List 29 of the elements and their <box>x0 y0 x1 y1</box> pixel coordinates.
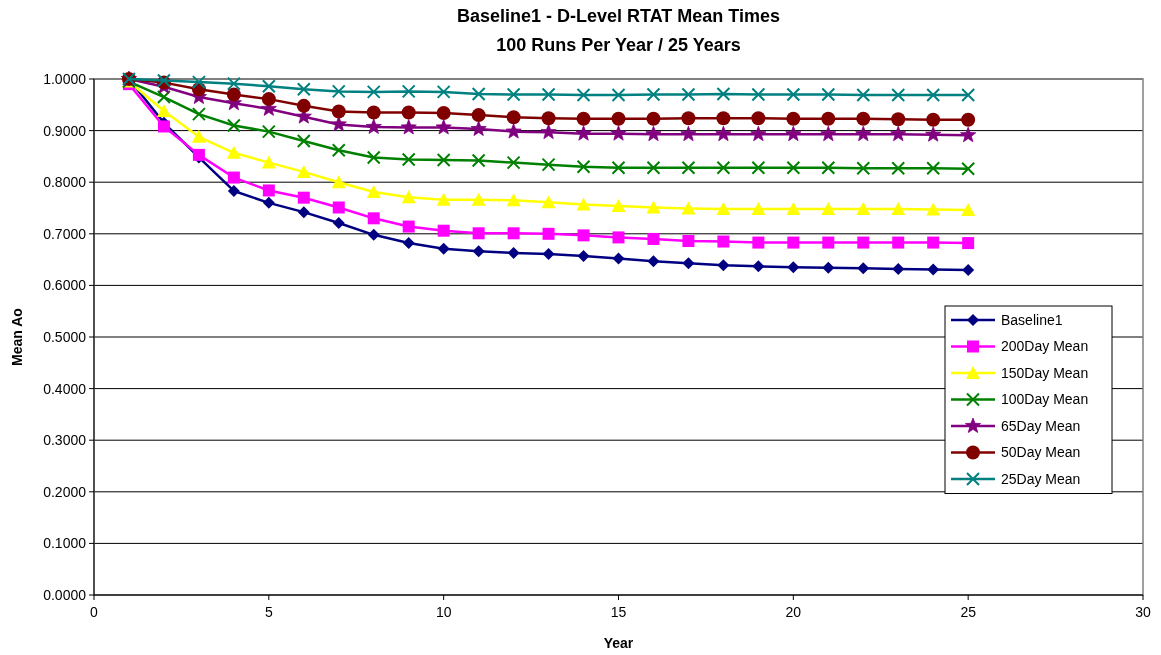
chart-title: Baseline1 - D-Level RTAT Mean Times <box>456 6 781 26</box>
legend-label: 100Day Mean <box>1001 391 1089 408</box>
x-tick-label: 0 <box>90 604 99 620</box>
legend-label: 50Day Mean <box>1001 444 1081 461</box>
y-tick-label: 0.5000 <box>43 328 87 345</box>
x-tick-label: 20 <box>785 604 802 620</box>
legend-label: 200Day Mean <box>1001 338 1089 355</box>
y-tick-label: 0.8000 <box>43 174 87 191</box>
y-tick-label: 0.0000 <box>43 586 87 603</box>
legend-label: 25Day Mean <box>1001 470 1081 487</box>
y-tick-label: 0.9000 <box>43 122 87 139</box>
legend-label: 150Day Mean <box>1001 364 1089 381</box>
y-tick-label: 0.1000 <box>43 535 87 552</box>
x-axis-title: Year <box>603 635 634 651</box>
y-tick-label: 0.3000 <box>43 432 87 449</box>
chart-subtitle: 100 Runs Per Year / 25 Years <box>496 35 741 55</box>
y-tick-label: 0.7000 <box>43 225 87 242</box>
x-tick-label: 5 <box>264 604 273 620</box>
x-tick-label: 25 <box>960 604 977 620</box>
x-tick-label: 30 <box>1135 604 1151 620</box>
y-tick-label: 0.6000 <box>43 277 87 294</box>
y-tick-label: 0.4000 <box>43 380 87 397</box>
y-axis-title: Mean Ao <box>9 308 25 366</box>
x-tick-label: 10 <box>435 604 452 620</box>
x-tick-label: 15 <box>610 604 627 620</box>
legend-label: Baseline1 <box>1001 311 1063 328</box>
legend-label: 65Day Mean <box>1001 417 1081 434</box>
y-tick-label: 0.2000 <box>43 483 87 500</box>
y-tick-label: 1.0000 <box>43 70 87 87</box>
